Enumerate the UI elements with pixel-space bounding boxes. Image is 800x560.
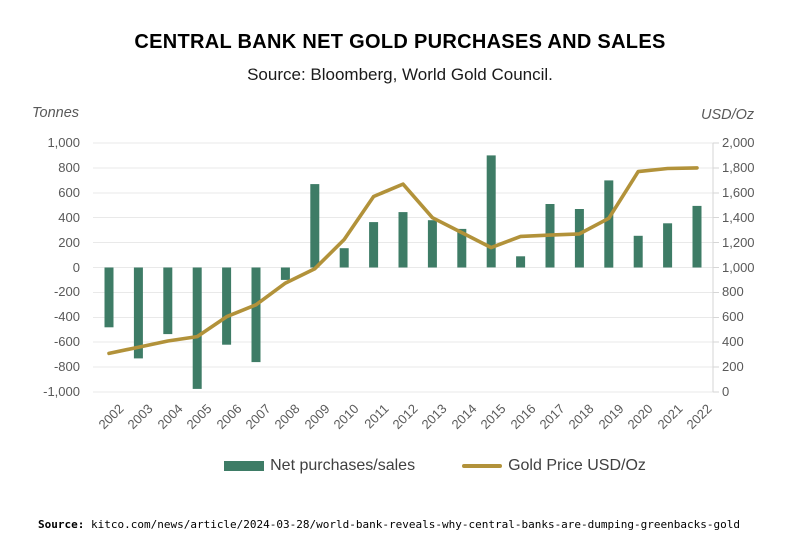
bar-2007 bbox=[251, 267, 261, 363]
left-axis-tick-label: 800 bbox=[58, 159, 80, 175]
left-axis-tick-label: 1,000 bbox=[47, 135, 80, 150]
bar-2006 bbox=[222, 267, 232, 345]
right-axis-tick-label: 1,200 bbox=[722, 234, 755, 250]
bar-2016 bbox=[516, 256, 526, 268]
left-axis-tick-label: 200 bbox=[58, 234, 80, 250]
left-axis-tick-label: -800 bbox=[53, 359, 80, 375]
legend: Net purchases/sales Gold Price USD/Oz bbox=[70, 457, 800, 475]
bar-2020 bbox=[633, 235, 643, 268]
bar-2022 bbox=[692, 205, 702, 268]
bar-2021 bbox=[663, 223, 673, 268]
chart-title: CENTRAL BANK NET GOLD PURCHASES AND SALE… bbox=[134, 31, 666, 53]
right-axis-tick-label: 1,400 bbox=[722, 209, 755, 225]
bar-series-swatch-icon bbox=[224, 461, 265, 471]
right-axis-unit-label: USD/Oz bbox=[701, 107, 755, 123]
source-url: kitco.com/news/article/2024-03-28/world-… bbox=[90, 518, 740, 531]
left-axis-tick-label: 600 bbox=[58, 184, 80, 200]
bar-2010 bbox=[339, 248, 349, 268]
left-axis-tick-label: -400 bbox=[53, 309, 80, 325]
bar-2019 bbox=[604, 180, 614, 268]
bar-2008 bbox=[280, 267, 290, 280]
right-axis-tick-label: 800 bbox=[722, 284, 744, 300]
left-axis-tick-label: -600 bbox=[53, 334, 80, 350]
legend-item-bars: Net purchases/sales bbox=[224, 457, 415, 475]
chart-subtitle: Source: Bloomberg, World Gold Council. bbox=[247, 65, 553, 84]
bar-2003 bbox=[133, 267, 143, 359]
bar-2009 bbox=[310, 184, 320, 268]
right-axis-tick-label: 0 bbox=[722, 384, 730, 399]
right-axis-tick-label: 1,600 bbox=[722, 184, 755, 200]
left-axis-unit-label: Tonnes bbox=[32, 105, 80, 121]
legend-bar-label: Net purchases/sales bbox=[270, 457, 416, 474]
bar-2018 bbox=[574, 209, 584, 268]
left-axis-tick-label: -200 bbox=[53, 284, 80, 300]
gold-price-line bbox=[107, 166, 699, 356]
left-axis-tick-label: 0 bbox=[72, 259, 80, 275]
plot-area bbox=[93, 142, 719, 393]
legend-item-line: Gold Price USD/Oz bbox=[462, 457, 646, 475]
right-axis-tick-label: 1,000 bbox=[722, 259, 755, 275]
bar-2005 bbox=[192, 267, 202, 389]
bar-2014 bbox=[457, 228, 467, 268]
legend-line-label: Gold Price USD/Oz bbox=[508, 457, 646, 474]
bar-2002 bbox=[104, 267, 114, 328]
right-axis-tick-label: 400 bbox=[722, 334, 744, 350]
right-axis-tick-label: 600 bbox=[722, 309, 744, 325]
right-axis-tick-label: 2,000 bbox=[722, 135, 755, 150]
bar-2012 bbox=[398, 212, 408, 268]
source-footer: Source: kitco.com/news/article/2024-03-2… bbox=[38, 518, 740, 531]
line-series-swatch-icon bbox=[462, 463, 503, 469]
left-axis-tick-label: -1,000 bbox=[43, 384, 80, 399]
right-axis-tick-label: 1,800 bbox=[722, 159, 755, 175]
bar-2013 bbox=[427, 220, 437, 268]
bar-2004 bbox=[163, 267, 173, 335]
bar-2015 bbox=[486, 155, 496, 268]
bar-2011 bbox=[369, 222, 379, 268]
source-label: Source: bbox=[38, 518, 85, 531]
left-axis-tick-label: 400 bbox=[58, 209, 80, 225]
right-axis-tick-label: 200 bbox=[722, 359, 744, 375]
